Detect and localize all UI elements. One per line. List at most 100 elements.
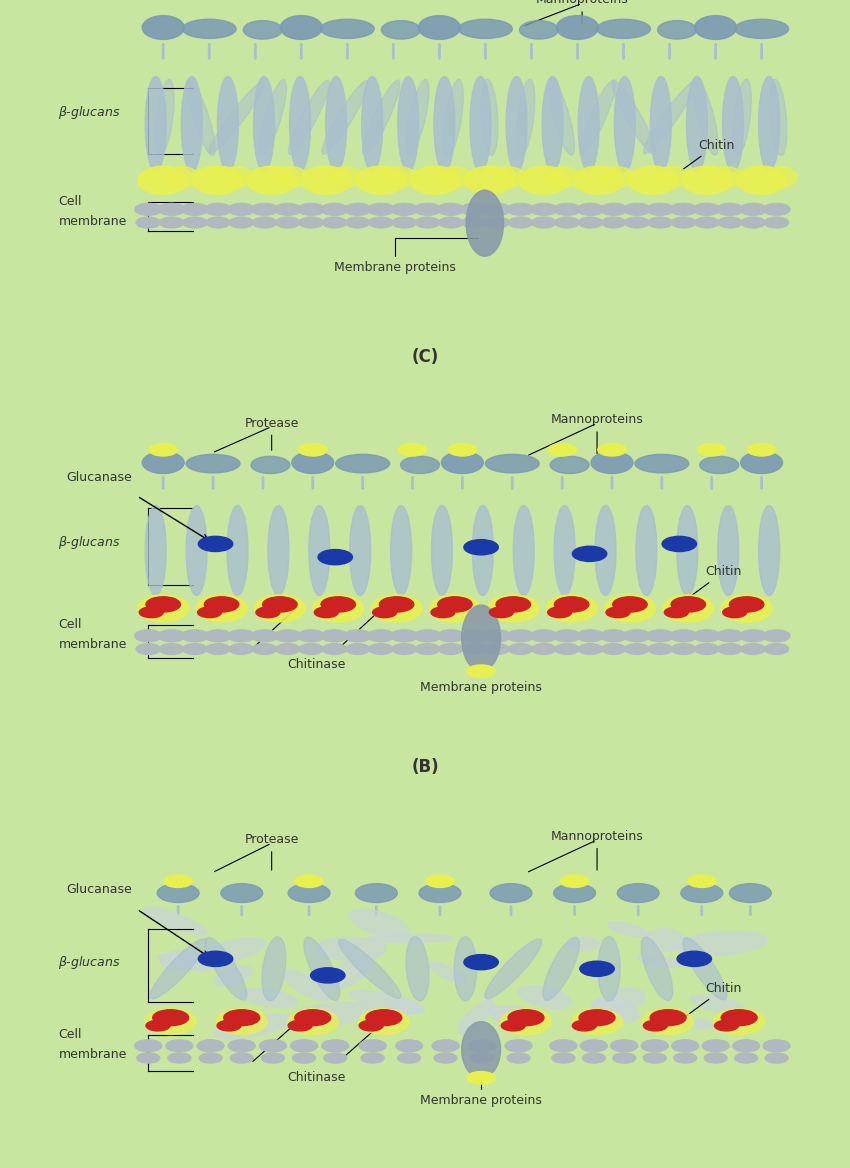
Circle shape xyxy=(471,1054,494,1063)
Circle shape xyxy=(722,607,746,618)
Circle shape xyxy=(502,1021,525,1031)
Circle shape xyxy=(432,1040,459,1051)
Circle shape xyxy=(550,1040,577,1051)
Circle shape xyxy=(321,630,348,641)
Ellipse shape xyxy=(157,884,199,903)
Circle shape xyxy=(275,644,300,654)
Circle shape xyxy=(496,597,530,612)
Ellipse shape xyxy=(473,506,493,596)
Ellipse shape xyxy=(542,76,563,172)
Circle shape xyxy=(367,203,394,215)
Circle shape xyxy=(414,630,441,641)
Ellipse shape xyxy=(142,452,184,473)
Circle shape xyxy=(530,630,558,641)
Circle shape xyxy=(295,875,323,888)
Circle shape xyxy=(763,203,790,215)
Ellipse shape xyxy=(654,167,688,187)
Ellipse shape xyxy=(259,79,286,155)
Circle shape xyxy=(146,597,180,612)
Circle shape xyxy=(416,217,439,228)
Circle shape xyxy=(437,203,464,215)
Circle shape xyxy=(135,1040,162,1051)
Circle shape xyxy=(602,644,626,654)
Circle shape xyxy=(718,217,742,228)
Circle shape xyxy=(672,217,695,228)
Circle shape xyxy=(547,607,571,618)
Ellipse shape xyxy=(676,1017,713,1029)
Circle shape xyxy=(694,644,719,654)
Ellipse shape xyxy=(400,457,439,473)
Ellipse shape xyxy=(501,1009,552,1035)
Circle shape xyxy=(740,203,767,215)
Circle shape xyxy=(508,217,533,228)
Circle shape xyxy=(688,875,716,888)
Circle shape xyxy=(344,203,371,215)
Ellipse shape xyxy=(150,939,207,999)
Circle shape xyxy=(431,607,455,618)
Circle shape xyxy=(310,968,345,983)
Ellipse shape xyxy=(274,167,308,187)
Text: Cell: Cell xyxy=(59,1028,82,1042)
Ellipse shape xyxy=(466,190,503,256)
Text: Cell: Cell xyxy=(59,618,82,632)
Ellipse shape xyxy=(309,506,330,596)
Circle shape xyxy=(259,1040,286,1051)
Ellipse shape xyxy=(650,76,672,172)
Circle shape xyxy=(321,597,355,612)
Circle shape xyxy=(698,444,726,456)
Circle shape xyxy=(625,217,649,228)
Ellipse shape xyxy=(597,19,650,39)
Circle shape xyxy=(741,217,765,228)
Ellipse shape xyxy=(406,937,429,1001)
Circle shape xyxy=(137,1054,160,1063)
Ellipse shape xyxy=(464,166,515,194)
Ellipse shape xyxy=(612,988,645,1008)
Circle shape xyxy=(721,1010,757,1026)
Ellipse shape xyxy=(313,595,364,621)
Circle shape xyxy=(318,550,353,565)
Circle shape xyxy=(674,1054,697,1063)
Circle shape xyxy=(135,630,162,641)
Circle shape xyxy=(572,547,607,562)
Circle shape xyxy=(204,597,239,612)
Ellipse shape xyxy=(733,79,751,155)
Ellipse shape xyxy=(410,166,461,194)
Ellipse shape xyxy=(709,167,743,187)
Circle shape xyxy=(206,644,230,654)
Ellipse shape xyxy=(437,167,471,187)
Circle shape xyxy=(392,644,416,654)
Circle shape xyxy=(198,536,233,551)
Circle shape xyxy=(183,217,207,228)
Text: Protease: Protease xyxy=(245,833,299,870)
Circle shape xyxy=(369,644,393,654)
Circle shape xyxy=(641,1040,668,1051)
Circle shape xyxy=(252,217,277,228)
Circle shape xyxy=(702,1040,729,1051)
Ellipse shape xyxy=(288,884,330,903)
Ellipse shape xyxy=(221,884,263,903)
Ellipse shape xyxy=(441,452,484,473)
Text: Cell: Cell xyxy=(59,195,82,208)
Circle shape xyxy=(462,644,486,654)
Ellipse shape xyxy=(722,76,744,172)
Circle shape xyxy=(704,1054,727,1063)
Circle shape xyxy=(741,644,765,654)
Ellipse shape xyxy=(157,954,212,971)
Circle shape xyxy=(715,1021,739,1031)
Ellipse shape xyxy=(196,595,247,621)
Circle shape xyxy=(677,951,711,966)
Ellipse shape xyxy=(592,1000,625,1020)
Ellipse shape xyxy=(591,452,633,473)
Ellipse shape xyxy=(429,595,480,621)
Text: membrane: membrane xyxy=(59,638,127,652)
Ellipse shape xyxy=(301,166,352,194)
Circle shape xyxy=(346,217,370,228)
Ellipse shape xyxy=(643,81,696,154)
Ellipse shape xyxy=(429,962,466,983)
Ellipse shape xyxy=(186,506,207,596)
Circle shape xyxy=(262,1054,285,1063)
Ellipse shape xyxy=(462,605,501,672)
Ellipse shape xyxy=(690,995,745,1013)
Circle shape xyxy=(366,1010,402,1026)
Circle shape xyxy=(648,644,672,654)
